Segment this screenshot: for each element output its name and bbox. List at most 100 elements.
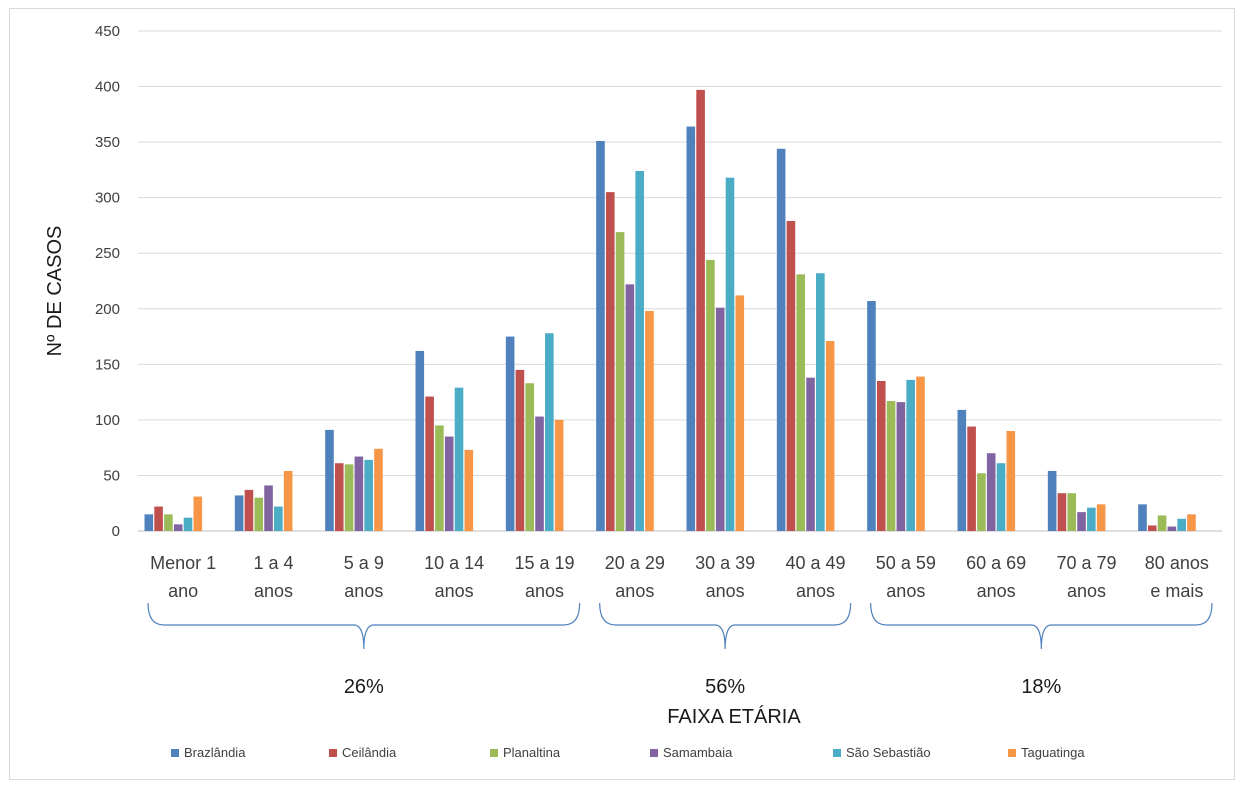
bar: [706, 259, 715, 531]
x-category-label: anos: [344, 581, 383, 601]
bar: [1138, 504, 1147, 531]
y-tick-label: 50: [103, 467, 120, 484]
bar: [886, 401, 896, 531]
bar: [454, 387, 464, 531]
legend-swatch: [171, 749, 179, 757]
y-axis-title: Nº DE CASOS: [44, 226, 66, 357]
bar: [274, 506, 283, 531]
bar: [896, 402, 906, 531]
bar: [444, 436, 454, 531]
bar: [977, 473, 986, 531]
x-axis-categories: Menor 1 ano 1 a 4 anos 5 a 9 anos 10 a 14 anos 1…: [150, 553, 1209, 601]
bar: [154, 506, 163, 531]
y-tick-label: 0: [112, 523, 120, 540]
bar: [173, 524, 183, 531]
bar: [264, 485, 273, 531]
bar: [545, 333, 554, 531]
bar: [183, 517, 193, 531]
chart-container: 0 50 100 150 200 250 300 350 400 450 Menor 1 ano 1 …: [9, 8, 1235, 780]
group-brace: [870, 602, 1213, 650]
bar: [283, 471, 293, 531]
bar: [344, 464, 354, 531]
bar: [1167, 526, 1177, 531]
bar: [825, 341, 835, 531]
bar: [686, 126, 696, 532]
x-category-label: 80 anos: [1145, 553, 1209, 573]
bar: [254, 497, 264, 531]
bar: [1096, 504, 1106, 531]
bar: [725, 177, 735, 531]
bars: [144, 89, 1196, 532]
x-category-label: 5 a 9: [344, 553, 384, 573]
gridlines: [138, 30, 1222, 532]
bar: [535, 416, 544, 531]
x-category-label: anos: [525, 581, 564, 601]
y-tick-label: 250: [95, 245, 120, 262]
bar: [916, 376, 925, 531]
legend: Brazlândia Ceilândia Planaltina Samambaia Sã…: [171, 745, 1085, 760]
bar: [1057, 493, 1067, 531]
bar: [986, 453, 996, 531]
bar: [1177, 518, 1186, 531]
x-category-label: 30 a 39: [695, 553, 755, 573]
x-category-label: anos: [615, 581, 654, 601]
bar: [786, 221, 796, 531]
legend-label: Planaltina: [503, 745, 561, 760]
x-category-label: ano: [168, 581, 198, 601]
bar: [144, 514, 154, 531]
legend-label: Samambaia: [663, 745, 733, 760]
x-category-label: anos: [977, 581, 1016, 601]
legend-label: Taguatinga: [1021, 745, 1085, 760]
group-brace: [147, 602, 581, 650]
bar: [415, 351, 425, 531]
bar: [505, 336, 515, 531]
x-category-label: 70 a 79: [1056, 553, 1116, 573]
bar: [244, 489, 254, 531]
bar: [525, 383, 535, 531]
x-category-label: anos: [706, 581, 745, 601]
bar: [515, 369, 525, 531]
bar-chart: 0 50 100 150 200 250 300 350 400 450 Menor 1 ano 1 …: [44, 23, 1222, 760]
bar: [615, 232, 625, 531]
y-tick-label: 300: [95, 190, 120, 207]
bar: [1006, 431, 1016, 531]
x-category-label: anos: [886, 581, 925, 601]
x-category-label: 40 a 49: [785, 553, 845, 573]
bar: [464, 449, 474, 531]
bar: [234, 495, 244, 531]
x-category-label: 1 a 4: [253, 553, 293, 573]
x-category-label: 50 a 59: [876, 553, 936, 573]
y-tick-label: 150: [95, 356, 120, 373]
bar: [735, 295, 745, 531]
bar: [957, 409, 967, 531]
bar: [1157, 515, 1167, 531]
x-category-label: 20 a 29: [605, 553, 665, 573]
bar: [554, 419, 564, 531]
x-category-label: e mais: [1150, 581, 1203, 601]
bar: [1067, 493, 1077, 531]
x-category-label: 15 a 19: [514, 553, 574, 573]
bar: [1047, 471, 1057, 531]
legend-swatch: [329, 749, 337, 757]
legend-label: Brazlândia: [184, 745, 246, 760]
bar: [996, 463, 1006, 531]
y-tick-label: 400: [95, 79, 120, 96]
y-tick-label: 200: [95, 301, 120, 318]
bar: [715, 307, 725, 531]
x-category-label: anos: [1067, 581, 1106, 601]
bar: [645, 311, 654, 531]
bar: [876, 381, 886, 531]
group-percentage-label: 26%: [344, 676, 384, 698]
legend-swatch: [490, 749, 498, 757]
x-category-label: 10 a 14: [424, 553, 484, 573]
legend-label: Ceilândia: [342, 745, 397, 760]
bar: [605, 192, 615, 531]
bar: [1077, 512, 1086, 531]
legend-swatch: [650, 749, 658, 757]
legend-swatch: [833, 749, 841, 757]
bar: [435, 425, 444, 531]
group-brace: [599, 602, 852, 650]
bar: [1187, 514, 1196, 531]
legend-swatch: [1008, 749, 1016, 757]
bar: [1087, 507, 1096, 531]
